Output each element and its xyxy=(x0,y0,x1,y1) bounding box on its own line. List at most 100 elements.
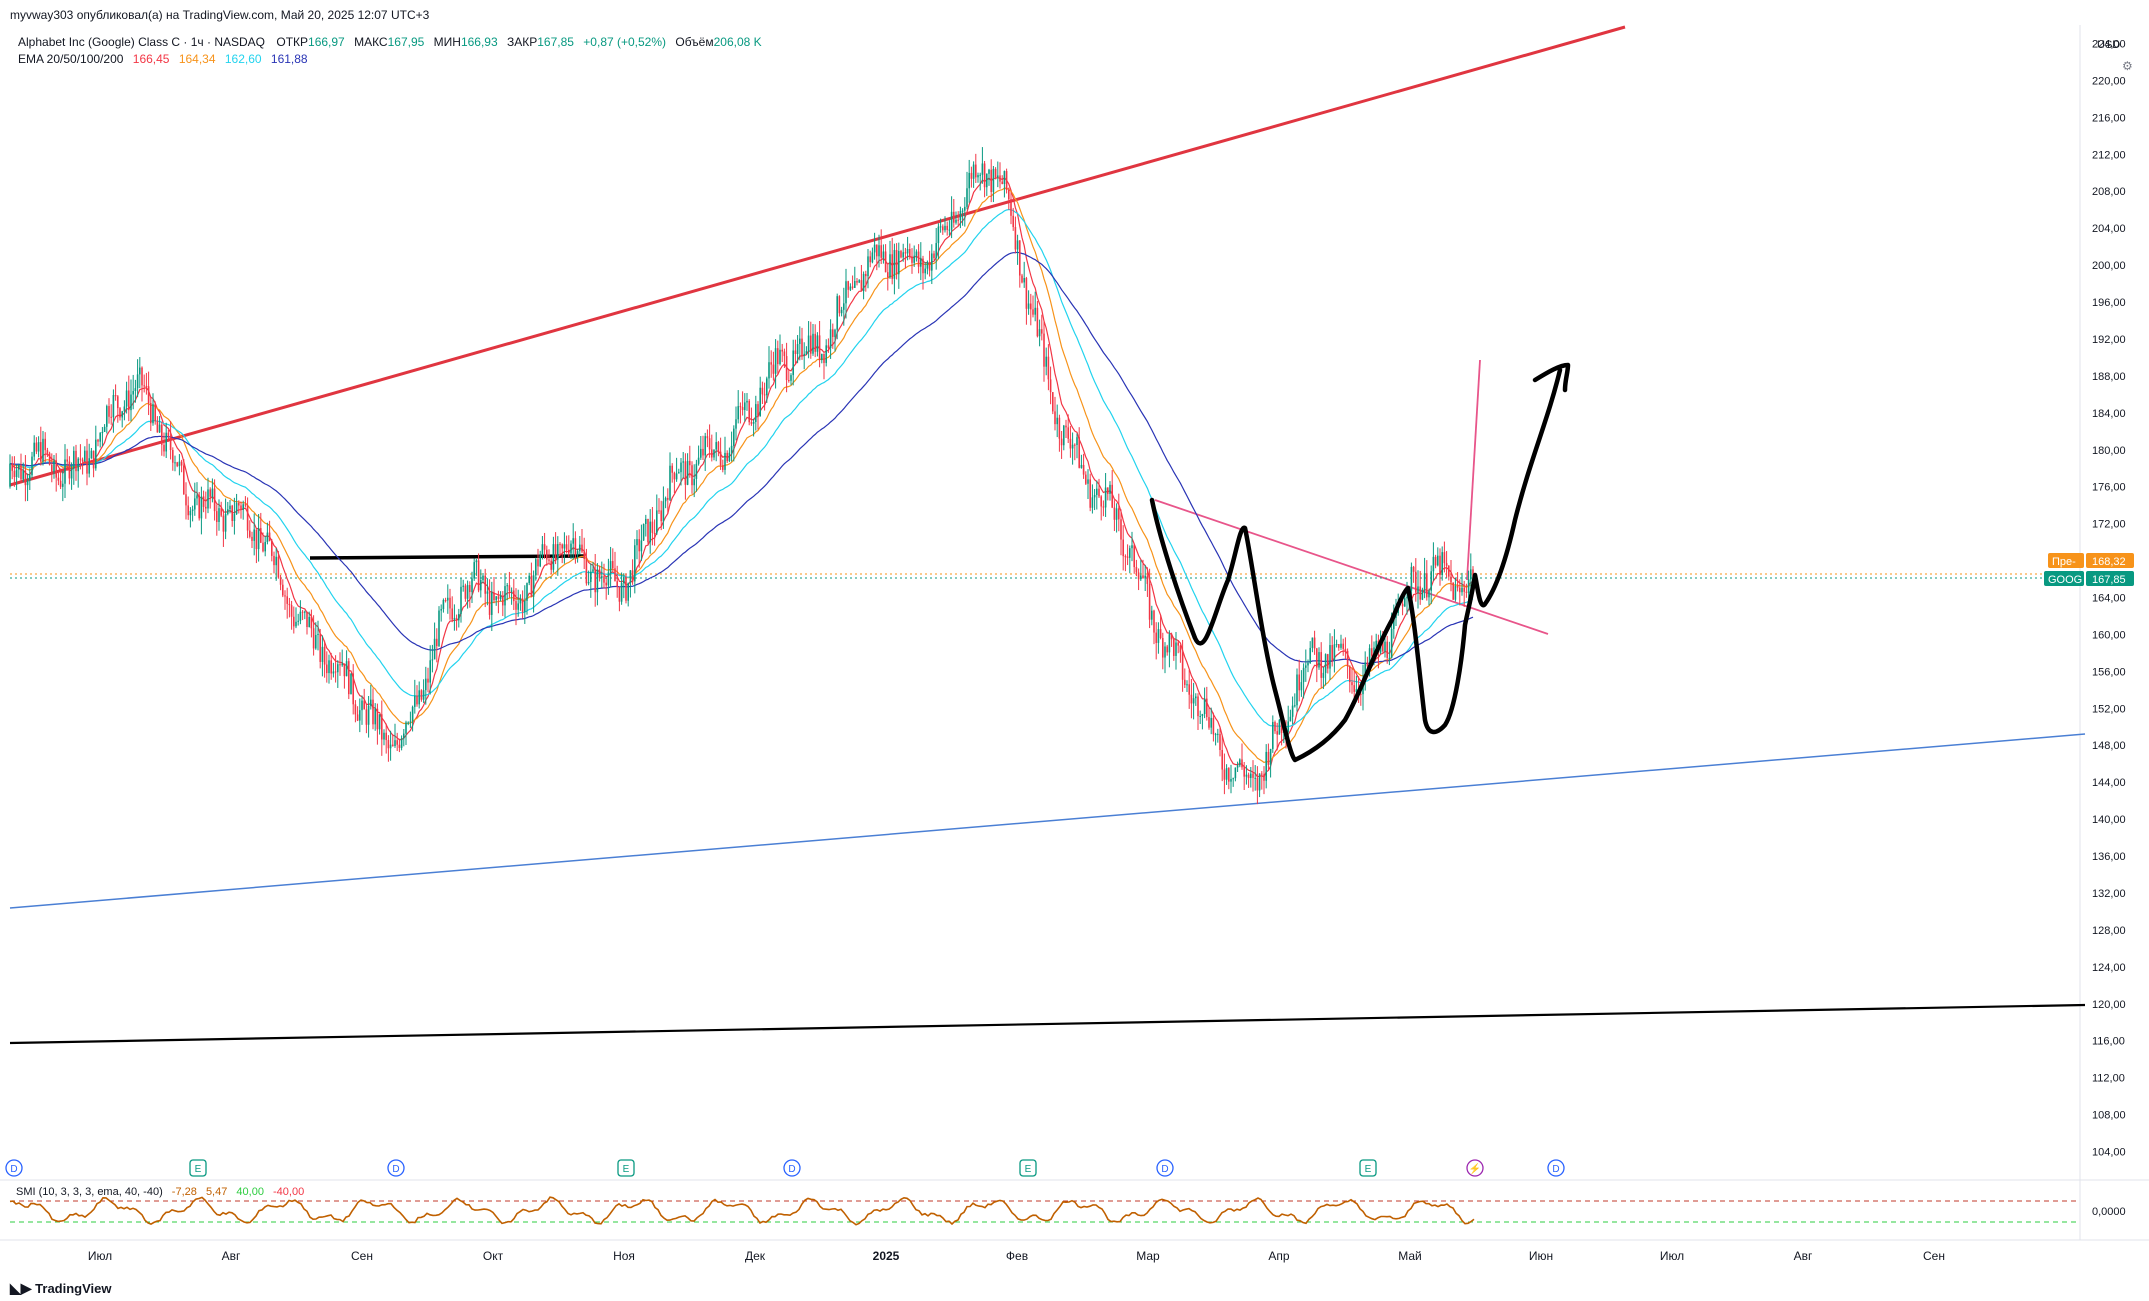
candle-body xyxy=(724,452,726,470)
candle-body xyxy=(1049,379,1052,393)
dividend-marker[interactable]: D xyxy=(387,1159,405,1177)
candle-body xyxy=(997,175,999,178)
candle-body xyxy=(319,633,321,662)
candle-body xyxy=(255,529,258,550)
red-resistance-trendline[interactable] xyxy=(9,25,1626,487)
candle-body xyxy=(1082,464,1085,475)
axis-settings-icon[interactable]: ⚙ xyxy=(2122,59,2133,73)
candle-body xyxy=(1386,641,1388,658)
blue-support-trendline[interactable] xyxy=(9,733,2086,909)
dividend-marker[interactable]: D xyxy=(1547,1159,1565,1177)
arrow-head[interactable] xyxy=(1532,362,1571,393)
ema100-line[interactable] xyxy=(9,208,1474,728)
candle-body xyxy=(1305,665,1307,668)
dividend-marker[interactable]: D xyxy=(5,1159,23,1177)
black-long-trendline[interactable] xyxy=(9,1003,2086,1045)
event-marker-shape xyxy=(783,1159,801,1177)
candle-body xyxy=(708,438,711,450)
candle-body xyxy=(792,350,794,376)
candle-body xyxy=(84,450,86,462)
candle-body xyxy=(640,540,643,552)
price-tick-label: 124,00 xyxy=(2092,962,2126,974)
oscillator-title[interactable]: SMI (10, 3, 3, 3, ema, 40, -40) xyxy=(16,1186,163,1198)
symbol-name[interactable]: Alphabet Inc (Google) Class C · 1ч · NAS… xyxy=(18,35,266,49)
candle-body xyxy=(1327,654,1329,669)
candle-body xyxy=(750,422,753,424)
candle-body xyxy=(180,461,183,466)
candle-body xyxy=(1177,642,1179,646)
dividend-marker[interactable]: D xyxy=(783,1159,801,1177)
ema-title[interactable]: EMA 20/50/100/200 xyxy=(18,52,124,66)
candle-body xyxy=(396,740,398,745)
candle-body xyxy=(1085,474,1087,484)
pink-vertical-projection[interactable] xyxy=(1466,359,1481,581)
event-marker-label: ⚡ xyxy=(1469,1162,1481,1175)
candle-body xyxy=(554,544,557,560)
split-marker[interactable]: ⚡ xyxy=(1466,1159,1484,1177)
candle-body xyxy=(552,544,555,570)
candle-body xyxy=(249,530,251,537)
candle-body xyxy=(992,168,995,192)
earnings-marker[interactable]: E xyxy=(1019,1159,1037,1177)
pink-descending-trendline[interactable] xyxy=(1154,499,1549,635)
time-axis-label: 2025 xyxy=(873,1249,900,1263)
candle-body xyxy=(530,575,533,597)
candle-body xyxy=(68,461,71,479)
candle-body xyxy=(1263,774,1265,781)
candle-body xyxy=(598,569,601,578)
candle-body xyxy=(246,505,249,531)
dividend-marker[interactable]: D xyxy=(1156,1159,1174,1177)
candle-body xyxy=(799,338,801,345)
time-axis-label: Апр xyxy=(1268,1249,1290,1263)
candle-body xyxy=(143,385,145,387)
candle-body xyxy=(563,544,566,549)
candle-body xyxy=(570,543,572,554)
candle-body xyxy=(719,451,722,466)
ema50-line[interactable] xyxy=(9,187,1474,764)
candle-body xyxy=(860,280,863,292)
candle-body xyxy=(1439,555,1441,576)
candle-body xyxy=(711,449,713,458)
candle-body xyxy=(829,329,832,348)
candle-body xyxy=(662,501,665,522)
candle-body xyxy=(117,396,119,409)
goog-value: 167,85 xyxy=(2092,574,2126,586)
candle-body xyxy=(1034,307,1036,315)
candle-body xyxy=(350,673,352,695)
price-tick-label: 132,00 xyxy=(2092,888,2126,900)
candle-body xyxy=(728,452,731,462)
candle-body xyxy=(482,575,484,581)
earnings-marker[interactable]: E xyxy=(617,1159,635,1177)
candle-body xyxy=(1254,777,1256,779)
tradingview-logo[interactable]: ◣▶ TradingView xyxy=(10,1280,112,1297)
candle-body xyxy=(737,406,739,420)
candle-body xyxy=(675,473,678,480)
candle-body xyxy=(1335,644,1338,646)
candle-body xyxy=(535,559,537,576)
candle-body xyxy=(948,229,951,231)
candle-body xyxy=(466,585,469,599)
candle-body xyxy=(1241,759,1243,768)
candle-body xyxy=(158,424,161,433)
earnings-marker[interactable]: E xyxy=(189,1159,207,1177)
candle-body xyxy=(1142,575,1144,579)
earnings-marker[interactable]: E xyxy=(1359,1159,1377,1177)
candle-body xyxy=(1155,632,1157,643)
candle-body xyxy=(220,508,222,516)
candle-body xyxy=(939,226,942,228)
candle-body xyxy=(66,459,68,462)
candle-body xyxy=(865,273,867,277)
candle-body xyxy=(229,505,231,510)
candle-body xyxy=(922,258,924,274)
candle-body xyxy=(196,495,198,499)
candle-body xyxy=(163,444,165,452)
candle-body xyxy=(1441,552,1443,576)
candle-body xyxy=(189,510,192,516)
candle-body xyxy=(1459,587,1461,593)
black-horizontal-level[interactable] xyxy=(309,554,586,560)
price-tick-label: 172,00 xyxy=(2092,519,2126,531)
hand-drawn-pattern-path[interactable] xyxy=(1149,367,1563,763)
candle-body xyxy=(1223,769,1226,780)
candle-body xyxy=(1140,575,1142,580)
